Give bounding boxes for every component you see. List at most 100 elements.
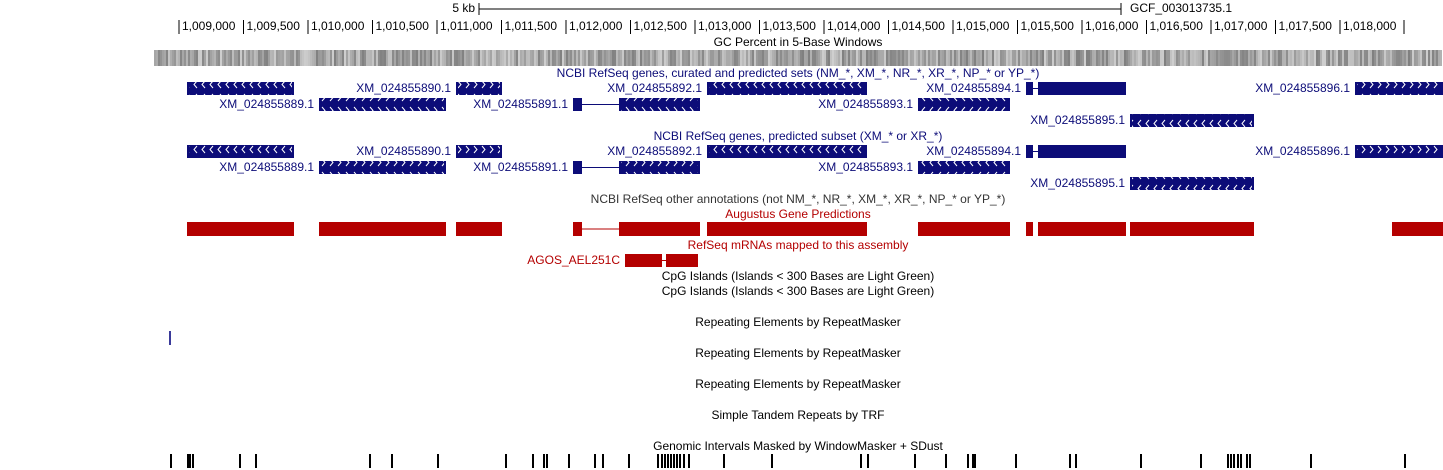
masked-interval (189, 454, 191, 468)
mrna-label: AGOS_AEL251C (527, 253, 620, 267)
masked-interval (670, 454, 672, 468)
masked-interval (1227, 454, 1229, 468)
masked-interval (532, 454, 534, 468)
masked-interval (187, 454, 189, 468)
prediction-block (707, 222, 867, 236)
exon (573, 161, 582, 174)
track-title: NCBI RefSeq genes, curated and predicted… (557, 66, 1040, 80)
masked-interval (192, 454, 194, 468)
masked-interval (1237, 454, 1239, 468)
masked-interval (667, 454, 669, 468)
gene-label: XM_024855891.1 (473, 160, 568, 174)
ruler-label: 1,016,000 (1085, 19, 1139, 33)
gene-label: XM_024855890.1 (356, 81, 451, 95)
repeat-mark (169, 331, 171, 345)
masked-interval (683, 454, 685, 468)
masked-interval (1200, 454, 1202, 468)
track-title: Repeating Elements by RepeatMasker (695, 346, 900, 360)
masked-interval (369, 454, 371, 468)
mrna-block (625, 254, 662, 267)
gene-label: XM_024855894.1 (926, 144, 1021, 158)
masked-interval (1075, 454, 1077, 468)
masked-interval (945, 454, 947, 468)
gene-label: XM_024855892.1 (607, 144, 702, 158)
gene-label: XM_024855896.1 (1255, 81, 1350, 95)
strand-arrows (189, 145, 292, 158)
exon (1038, 82, 1126, 95)
scale-label: 5 kb (452, 1, 475, 15)
masked-interval (170, 454, 172, 468)
track-title: RefSeq mRNAs mapped to this assembly (688, 238, 909, 252)
strand-arrows (1132, 177, 1252, 190)
ruler-label: 1,016,500 (1150, 19, 1204, 33)
masked-interval (543, 454, 545, 468)
track-title: CpG Islands (Islands < 300 Bases are Lig… (662, 284, 934, 298)
strand-arrows (1357, 82, 1441, 95)
gene-label: XM_024855889.1 (219, 160, 314, 174)
strand-arrows (189, 82, 292, 95)
ruler-label: 1,012,000 (569, 19, 623, 33)
ruler-label: 1,015,000 (956, 19, 1010, 33)
masked-interval (239, 454, 241, 468)
ruler-label: 1,013,500 (763, 19, 817, 33)
track-title: GC Percent in 5-Base Windows (714, 35, 883, 49)
strand-arrows (458, 145, 500, 158)
gene-label: XM_024855893.1 (818, 97, 913, 111)
strand-arrows (1357, 145, 1441, 158)
mrna-block (666, 254, 698, 267)
strand-arrows (321, 98, 444, 111)
ruler-label: 1,009,000 (182, 19, 236, 33)
track-title: CpG Islands (Islands < 300 Bases are Lig… (662, 269, 934, 283)
masked-interval (867, 454, 869, 468)
masked-interval (723, 454, 725, 468)
prediction-block (1038, 222, 1126, 236)
track-title: Genomic Intervals Masked by WindowMasker… (653, 439, 943, 453)
masked-interval (661, 454, 663, 468)
masked-interval (568, 454, 570, 468)
gene-label: XM_024855896.1 (1255, 144, 1350, 158)
prediction-block (1392, 222, 1443, 236)
prediction-block (1130, 222, 1254, 236)
masked-interval (673, 454, 675, 468)
masked-interval (860, 454, 862, 468)
ruler-label: 1,017,000 (1214, 19, 1268, 33)
masked-interval (914, 454, 916, 468)
exon (573, 98, 582, 111)
prediction-block (1026, 222, 1033, 236)
ruler-label: 1,011,500 (505, 19, 558, 33)
prediction-block (456, 222, 502, 236)
prediction-block (619, 222, 700, 236)
gene-label: XM_024855892.1 (607, 81, 702, 95)
ruler-label: 1,010,000 (311, 19, 365, 33)
track-title: NCBI RefSeq other annotations (not NM_*,… (591, 192, 1006, 206)
strand-arrows (709, 82, 865, 95)
masked-interval (255, 454, 257, 468)
exon (1038, 145, 1126, 158)
track-title: Repeating Elements by RepeatMasker (695, 377, 900, 391)
ruler-label: 1,018,000 (1343, 19, 1397, 33)
ruler-label: 1,009,500 (247, 19, 301, 33)
masked-interval (1249, 454, 1251, 468)
ruler-label: 1,014,000 (827, 19, 881, 33)
ruler-label: 1,011,000 (440, 19, 493, 33)
masked-interval (967, 454, 969, 468)
prediction-block (573, 222, 582, 236)
masked-interval (1069, 454, 1071, 468)
ruler-label: 1,015,500 (1021, 19, 1075, 33)
exon (1026, 145, 1033, 158)
masked-interval (437, 454, 439, 468)
ruler-label: 1,014,500 (892, 19, 946, 33)
masked-interval (1140, 454, 1142, 468)
prediction-block (319, 222, 446, 236)
track-title: Repeating Elements by RepeatMasker (695, 315, 900, 329)
strand-arrows (920, 98, 1008, 111)
masked-interval (628, 454, 630, 468)
masked-interval (1240, 454, 1242, 468)
strand-arrows (1132, 114, 1252, 127)
strand-arrows (321, 161, 444, 174)
gene-label: XM_024855889.1 (219, 97, 314, 111)
track-title: Augustus Gene Predictions (725, 207, 870, 221)
masked-interval (602, 454, 604, 468)
gene-label: XM_024855890.1 (356, 144, 451, 158)
